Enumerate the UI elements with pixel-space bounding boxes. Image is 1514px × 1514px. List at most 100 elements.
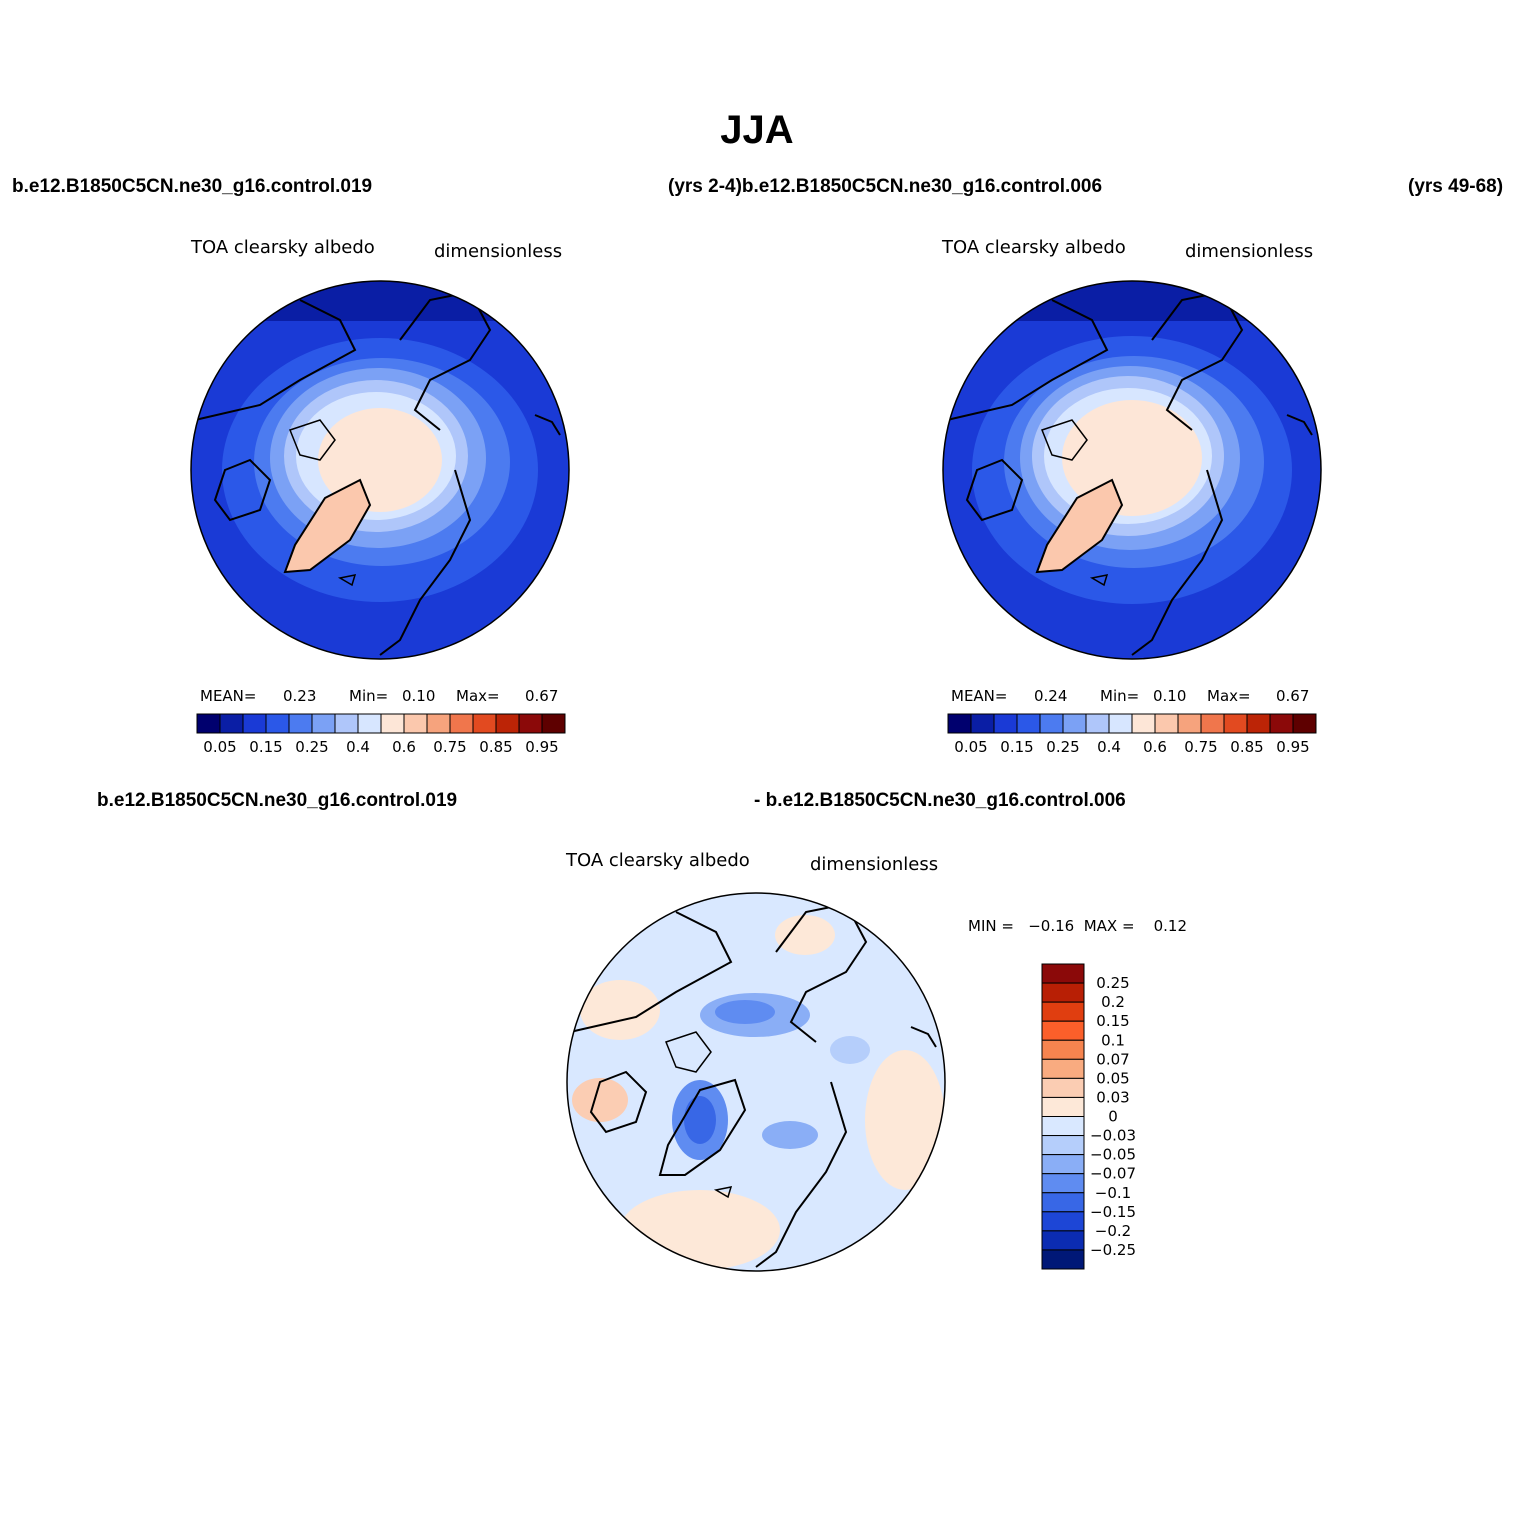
colorbar-swatch — [265, 713, 290, 734]
panel2-mean-label: MEAN= — [951, 687, 1008, 705]
colorbar-swatch — [1041, 1135, 1085, 1156]
colorbar-tick-label: 0.05 — [1096, 1069, 1129, 1087]
colorbar-tick-label: 0.25 — [295, 738, 328, 756]
colorbar-tick-label: 0.07 — [1096, 1050, 1129, 1068]
colorbar-tick-label: −0.07 — [1090, 1165, 1136, 1183]
panel1-mean-value: 0.23 — [283, 687, 317, 705]
colorbar-tick-label: 0 — [1108, 1108, 1118, 1126]
colorbar-tick-label: 0.95 — [525, 738, 558, 756]
colorbar-swatch — [196, 713, 221, 734]
colorbar-swatch — [1223, 713, 1248, 734]
colorbar-tick-label: −0.15 — [1090, 1203, 1136, 1221]
colorbar-tick-label: 0.05 — [203, 738, 236, 756]
colorbar-tick-label: 0.25 — [1046, 738, 1079, 756]
polar-map-panel2 — [942, 280, 1322, 660]
colorbar-tick-label: 0.95 — [1276, 738, 1309, 756]
colorbar-swatch — [1246, 713, 1271, 734]
colorbar-swatch — [1041, 1020, 1085, 1041]
colorbar-swatch — [1041, 1096, 1085, 1117]
panel2-max-label: Max= — [1207, 687, 1251, 705]
colorbar-swatch — [1041, 1192, 1085, 1213]
colorbar-swatch — [1016, 713, 1041, 734]
colorbar-tick-label: 0.15 — [1000, 738, 1033, 756]
colorbar-tick-label: −0.05 — [1090, 1146, 1136, 1164]
colorbar-swatch — [993, 713, 1018, 734]
panel1-variable: TOA clearsky albedo — [191, 237, 375, 258]
colorbar-swatch — [1131, 713, 1156, 734]
colorbar-swatch — [541, 713, 566, 734]
colorbar-tick-label: 0.75 — [1184, 738, 1217, 756]
panel2-units: dimensionless — [1185, 241, 1314, 262]
colorbar-tick-label: 0.1 — [1101, 1031, 1125, 1049]
colorbar-swatch — [947, 713, 972, 734]
colorbar-swatch — [1041, 1173, 1085, 1194]
panel2-max-value: 0.67 — [1276, 687, 1310, 705]
colorbar-tick-label: 0.75 — [433, 738, 466, 756]
colorbar-swatch — [1041, 963, 1085, 984]
colorbar-swatch — [426, 713, 451, 734]
diff-case-b-label: - b.e12.B1850C5CN.ne30_g16.control.006 — [754, 790, 1126, 811]
colorbar-tick-label: 0.4 — [1097, 738, 1121, 756]
colorbar-tick-label: 0.2 — [1101, 993, 1125, 1011]
colorbar-tick-label: −0.1 — [1095, 1184, 1131, 1202]
colorbar-swatch — [1041, 982, 1085, 1003]
colorbar-swatch — [1041, 1154, 1085, 1175]
diff-case-a-label: b.e12.B1850C5CN.ne30_g16.control.019 — [97, 790, 458, 811]
colorbar-swatch — [472, 713, 497, 734]
panel1-min-value: 0.10 — [402, 687, 436, 705]
colorbar-panel1: 0.05 0.15 0.25 0.4 0.6 0.75 0.85 0.95 — [196, 713, 566, 756]
colorbar-tick-label: −0.2 — [1095, 1222, 1131, 1240]
panel1-max-label: Max= — [456, 687, 500, 705]
colorbar-swatch — [1041, 1001, 1085, 1022]
colorbar-swatch — [1177, 713, 1202, 734]
colorbar-swatch — [380, 713, 405, 734]
colorbar-tick-label: −0.03 — [1090, 1127, 1136, 1145]
colorbar-swatch — [1041, 1211, 1085, 1232]
panel2-min-value: 0.10 — [1153, 687, 1187, 705]
colorbar-tick-label: 0.25 — [1096, 974, 1129, 992]
panel2-variable: TOA clearsky albedo — [942, 237, 1126, 258]
colorbar-tick-label: 0.6 — [392, 738, 416, 756]
case-right-label: (yrs 49-68) — [1408, 176, 1504, 197]
case-left-label: b.e12.B1850C5CN.ne30_g16.control.019 — [12, 176, 373, 197]
panel3-units: dimensionless — [810, 854, 939, 875]
colorbar-panel2: 0.05 0.15 0.25 0.4 0.6 0.75 0.85 0.95 — [947, 713, 1317, 756]
polar-map-panel1 — [190, 280, 570, 660]
panel1-min-label: Min= — [349, 687, 389, 705]
colorbar-swatch — [1154, 713, 1179, 734]
colorbar-swatch — [1041, 1116, 1085, 1137]
colorbar-swatch — [1041, 1077, 1085, 1098]
panel2-min-label: Min= — [1100, 687, 1140, 705]
colorbar-swatch — [1108, 713, 1133, 734]
panel3-variable: TOA clearsky albedo — [566, 850, 750, 871]
panel1-mean-label: MEAN= — [200, 687, 257, 705]
colorbar-tick-label: 0.15 — [249, 738, 282, 756]
colorbar-swatch — [449, 713, 474, 734]
colorbar-swatch — [357, 713, 382, 734]
colorbar-swatch — [1041, 1039, 1085, 1060]
polar-map-difference — [566, 892, 946, 1272]
panel1-units: dimensionless — [434, 241, 563, 262]
colorbar-swatch — [495, 713, 520, 734]
colorbar-swatch — [288, 713, 313, 734]
colorbar-swatch — [1200, 713, 1225, 734]
colorbar-swatch — [1041, 1249, 1085, 1270]
colorbar-swatch — [403, 713, 428, 734]
colorbar-tick-label: 0.15 — [1096, 1012, 1129, 1030]
colorbar-tick-label: 0.05 — [954, 738, 987, 756]
colorbar-swatch — [1062, 713, 1087, 734]
colorbar-tick-label: 0.6 — [1143, 738, 1167, 756]
figure-title: JJA — [720, 108, 794, 152]
colorbar-swatch — [970, 713, 995, 734]
colorbar-tick-label: 0.4 — [346, 738, 370, 756]
colorbar-swatch — [1041, 1230, 1085, 1251]
colorbar-tick-label: 0.85 — [1230, 738, 1263, 756]
colorbar-swatch — [1292, 713, 1317, 734]
panel1-max-value: 0.67 — [525, 687, 559, 705]
colorbar-swatch — [242, 713, 267, 734]
colorbar-swatch — [311, 713, 336, 734]
panel2-mean-value: 0.24 — [1034, 687, 1068, 705]
colorbar-tick-label: 0.03 — [1096, 1088, 1129, 1106]
colorbar-swatch — [518, 713, 543, 734]
